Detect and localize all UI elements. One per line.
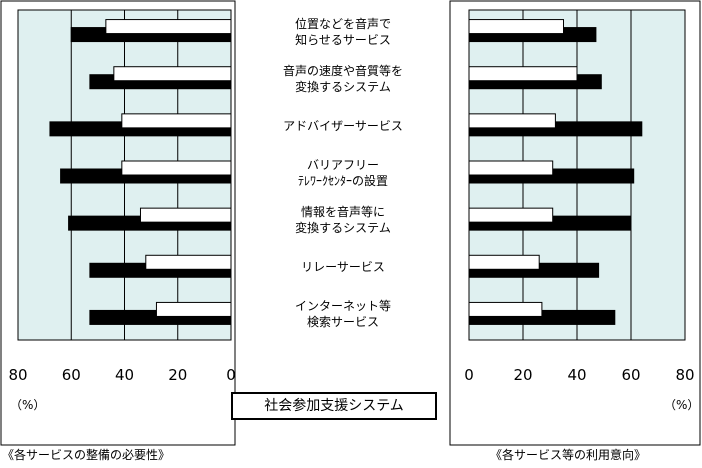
- right-bars: [468, 19, 643, 325]
- category-label-line: バリアフリー: [306, 158, 379, 172]
- category-label-line: 変換するシステム: [295, 79, 391, 94]
- right-tick-label: 0: [464, 366, 474, 384]
- category-label: アドバイザーサービス: [243, 118, 443, 134]
- center-title: 社会参加支援システム: [231, 392, 437, 420]
- category-label-line: アドバイザーサービス: [283, 118, 403, 133]
- left-bar-white: [139, 207, 232, 223]
- left-tick-label: 0: [226, 366, 236, 384]
- category-label: リレーサービス: [243, 259, 443, 275]
- category-label-line: 情報を音声等に: [300, 205, 385, 220]
- left-tick-labels: 80 60 40 20 0: [8, 366, 235, 384]
- right-tick-label: 20: [513, 366, 532, 384]
- left-tick-label: 20: [168, 366, 187, 384]
- category-label-line: 位置などを音声で: [294, 16, 391, 31]
- category-label-line: 音声の速度や音質等を: [282, 63, 403, 78]
- right-chart-frame: [449, 0, 701, 446]
- right-bar-white: [468, 113, 556, 129]
- left-bar-white: [105, 19, 232, 35]
- left-tick-label: 80: [8, 366, 27, 384]
- right-tick-label: 40: [567, 366, 586, 384]
- left-bars: [49, 19, 232, 325]
- right-tick-labels: 0 20 40 60 80: [464, 366, 694, 384]
- right-bar-white: [468, 66, 578, 82]
- category-label-line: 知らせるサービス: [295, 32, 391, 47]
- right-bar-white: [468, 160, 554, 176]
- category-label-line: 検索サービス: [306, 315, 379, 330]
- left-unit-label: （%）: [10, 398, 46, 412]
- category-label-line: 変換するシステム: [295, 221, 391, 236]
- right-tick-label: 80: [675, 366, 694, 384]
- left-tick-label: 60: [62, 366, 81, 384]
- left-tick-label: 40: [115, 366, 134, 384]
- category-label-line: ﾃﾚﾜｰｸｾﾝﾀｰの設置: [297, 174, 388, 188]
- left-bar-white: [113, 66, 232, 82]
- right-bar-white: [468, 207, 554, 223]
- left-bar-white: [121, 113, 232, 129]
- right-bar-white: [468, 301, 543, 317]
- category-label-line: インターネット等: [294, 299, 391, 314]
- category-label: 音声の速度や音質等を 変換するシステム: [243, 63, 443, 95]
- left-bar-white: [121, 160, 232, 176]
- category-label: 位置などを音声で 知らせるサービス: [243, 16, 443, 48]
- left-caption: 《各サービスの整備の必要性》: [2, 448, 171, 462]
- right-caption: 《各サービス等の利用意向》: [490, 448, 647, 462]
- left-chart-frame: [0, 0, 236, 446]
- right-tick-label: 60: [621, 366, 640, 384]
- right-unit-label: （%）: [664, 398, 700, 412]
- category-label: インターネット等 検索サービス: [243, 298, 443, 330]
- right-bar-white: [468, 254, 540, 270]
- category-label: バリアフリー ﾃﾚﾜｰｸｾﾝﾀｰの設置: [243, 157, 443, 189]
- category-label-line: リレーサービス: [301, 260, 385, 275]
- left-bar-white: [145, 254, 232, 270]
- right-bar-white: [468, 19, 564, 35]
- category-label: 情報を音声等に 変換するシステム: [243, 204, 443, 236]
- left-bar-white: [155, 301, 232, 317]
